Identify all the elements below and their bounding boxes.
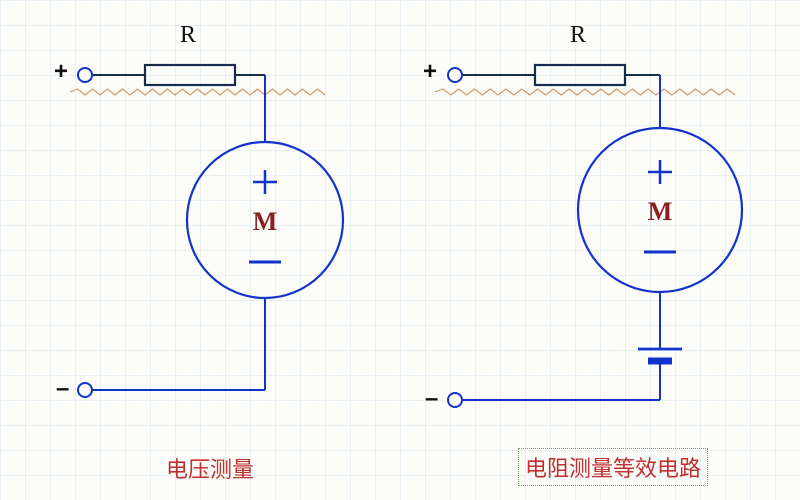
- terminal-plus-right: +: [423, 58, 437, 86]
- diagram-voltage: M R + –: [40, 20, 370, 440]
- caption-voltage: 电压测量: [160, 450, 260, 486]
- terminal-minus-right: –: [425, 385, 438, 413]
- resistor-label-right: R: [570, 22, 586, 49]
- terminal-minus-left: –: [56, 375, 69, 403]
- resistor-label-left: R: [180, 22, 196, 49]
- caption-equivalent: 电阻测量等效电路: [518, 448, 708, 486]
- terminal-plus-left: +: [54, 58, 68, 86]
- diagram-equivalent: M R + –: [405, 20, 765, 440]
- circuit-equivalent-svg: M: [405, 20, 765, 440]
- circuit-voltage-svg: M: [40, 20, 370, 440]
- svg-text:M: M: [648, 197, 673, 226]
- svg-text:M: M: [253, 207, 278, 236]
